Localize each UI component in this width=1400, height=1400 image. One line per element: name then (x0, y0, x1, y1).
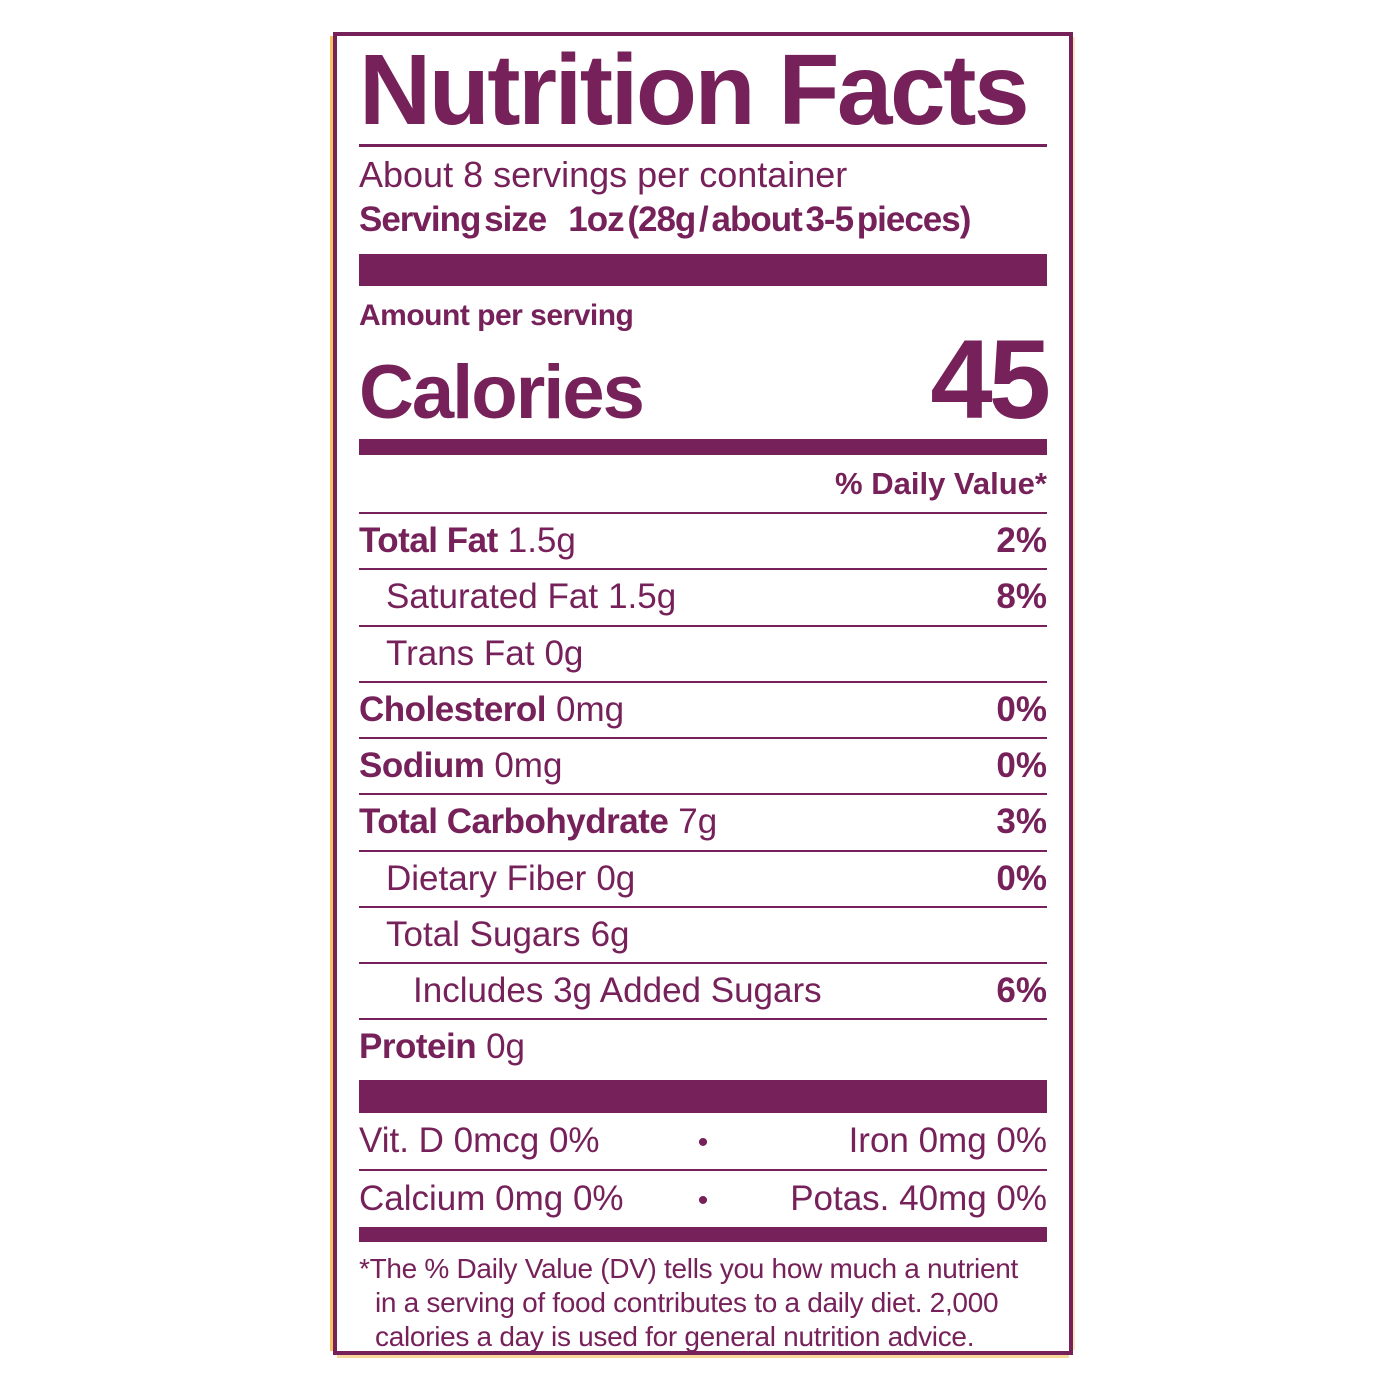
nutrient-name: Total Fat (359, 521, 498, 561)
calories-row: Calories 45 (359, 316, 1051, 442)
nutrient-row-left: Cholesterol 0mg (359, 690, 624, 730)
nutrient-daily-value: 3% (996, 802, 1047, 842)
nutrient-amount: 1.5g (608, 577, 677, 617)
bullet-separator-icon: • (697, 1183, 709, 1217)
nutrient-row-left: Dietary Fiber 0g (386, 859, 635, 899)
nutrient-daily-value: 0% (996, 689, 1047, 729)
nutrient-row: Dietary Fiber 0g 0% (359, 849, 1047, 906)
serving-size-value: 1oz (28g / about 3-5 pieces) (568, 200, 971, 240)
divider-bar-thick-bottom (359, 1079, 1047, 1113)
nutrient-row: Total Fat 1.5g 2% (359, 514, 1047, 568)
nutrient-name: Trans Fat (386, 633, 535, 673)
nutrient-name: Dietary Fiber (386, 858, 587, 898)
nutrient-daily-value: 6% (996, 971, 1047, 1011)
micronutrient-row: Calcium 0mg 0% • Potas. 40mg 0% (359, 1168, 1047, 1227)
nutrient-row-left: Total Sugars 6g (386, 915, 630, 955)
nutrient-amount: 0g (486, 1027, 526, 1067)
nutrient-row-left: Includes 3g Added Sugars (413, 971, 822, 1011)
nutrient-amount: 0g (544, 633, 584, 673)
nutrient-name: Sodium (359, 746, 485, 786)
nutrient-daily-value: 8% (996, 577, 1047, 617)
nutrition-facts-title: Nutrition Facts (359, 40, 1047, 147)
nutrient-name: Total Sugars (386, 914, 581, 954)
nutrient-amount: 7g (678, 802, 718, 842)
nutrient-row: Total Sugars 6g (359, 905, 1047, 962)
nutrient-name: Saturated Fat (386, 577, 599, 617)
divider-bar-thick-top (359, 253, 1047, 286)
nutrition-facts-label: Nutrition Facts About 8 servings per con… (333, 32, 1073, 1355)
nutrient-row: Protein 0g (359, 1018, 1047, 1074)
nutrient-name: Total Carbohydrate (359, 802, 669, 842)
nutrient-row: Includes 3g Added Sugars 6% (359, 962, 1047, 1018)
serving-size-label: Serving size (359, 200, 547, 240)
nutrient-row-left: Trans Fat 0g (386, 634, 583, 674)
nutrient-amount: 6g (590, 914, 630, 954)
amount-per-serving-label: Amount per serving (359, 298, 634, 332)
nutrient-row-left: Sodium 0mg (359, 746, 562, 786)
divider-bar-medium-bottom (359, 1227, 1047, 1243)
daily-value-footnote: *The % Daily Value (DV) tells you how mu… (359, 1253, 1018, 1353)
micronutrient-row: Vit. D 0mcg 0% • Iron 0mg 0% (359, 1113, 1047, 1169)
bullet-separator-icon: • (697, 1125, 709, 1159)
nutrient-row: Saturated Fat 1.5g 8% (359, 568, 1047, 624)
nutrient-amount: 0mg (556, 689, 625, 729)
nutrient-daily-value: 2% (996, 521, 1047, 561)
nutrient-row-left: Total Fat 1.5g (359, 521, 576, 561)
nutrient-row: Sodium 0mg 0% (359, 737, 1047, 793)
servings-per-container: About 8 servings per container (359, 154, 848, 195)
nutrient-row: Total Carbohydrate 7g 3% (359, 793, 1047, 849)
divider-bar-medium (359, 438, 1047, 455)
nutrient-daily-value: 0% (996, 746, 1047, 786)
calories-label: Calories (359, 349, 645, 435)
micronutrient-rows: Vit. D 0mcg 0% • Iron 0mg 0% Calcium 0mg… (359, 1113, 1047, 1228)
micronutrient-left: Vit. D 0mcg 0% (359, 1120, 600, 1160)
nutrient-row-left: Total Carbohydrate 7g (359, 802, 717, 842)
nutrient-amount: 1.5g (507, 521, 576, 561)
serving-size-line: Serving size 1oz (28g / about 3-5 pieces) (359, 198, 1047, 242)
calories-value: 45 (930, 316, 1051, 442)
nutrient-rows: Total Fat 1.5g 2% Saturated Fat 1.5g 8% Tr… (359, 514, 1047, 1075)
nutrient-row: Trans Fat 0g (359, 624, 1047, 681)
nutrient-row-left: Protein 0g (359, 1027, 525, 1067)
nutrient-amount: 0g (596, 858, 636, 898)
nutrient-amount: 0mg (494, 746, 563, 786)
nutrient-row-left: Saturated Fat 1.5g (386, 577, 676, 617)
micronutrient-right: Potas. 40mg 0% (790, 1178, 1047, 1218)
micronutrient-right: Iron 0mg 0% (848, 1120, 1047, 1160)
nutrient-name: Includes 3g Added Sugars (413, 971, 822, 1011)
daily-value-header: % Daily Value* (359, 455, 1047, 515)
nutrient-name: Protein (359, 1027, 477, 1067)
nutrient-row: Cholesterol 0mg 0% (359, 680, 1047, 737)
nutrient-name: Cholesterol (359, 689, 547, 729)
micronutrient-left: Calcium 0mg 0% (359, 1178, 624, 1218)
nutrient-daily-value: 0% (996, 858, 1047, 898)
